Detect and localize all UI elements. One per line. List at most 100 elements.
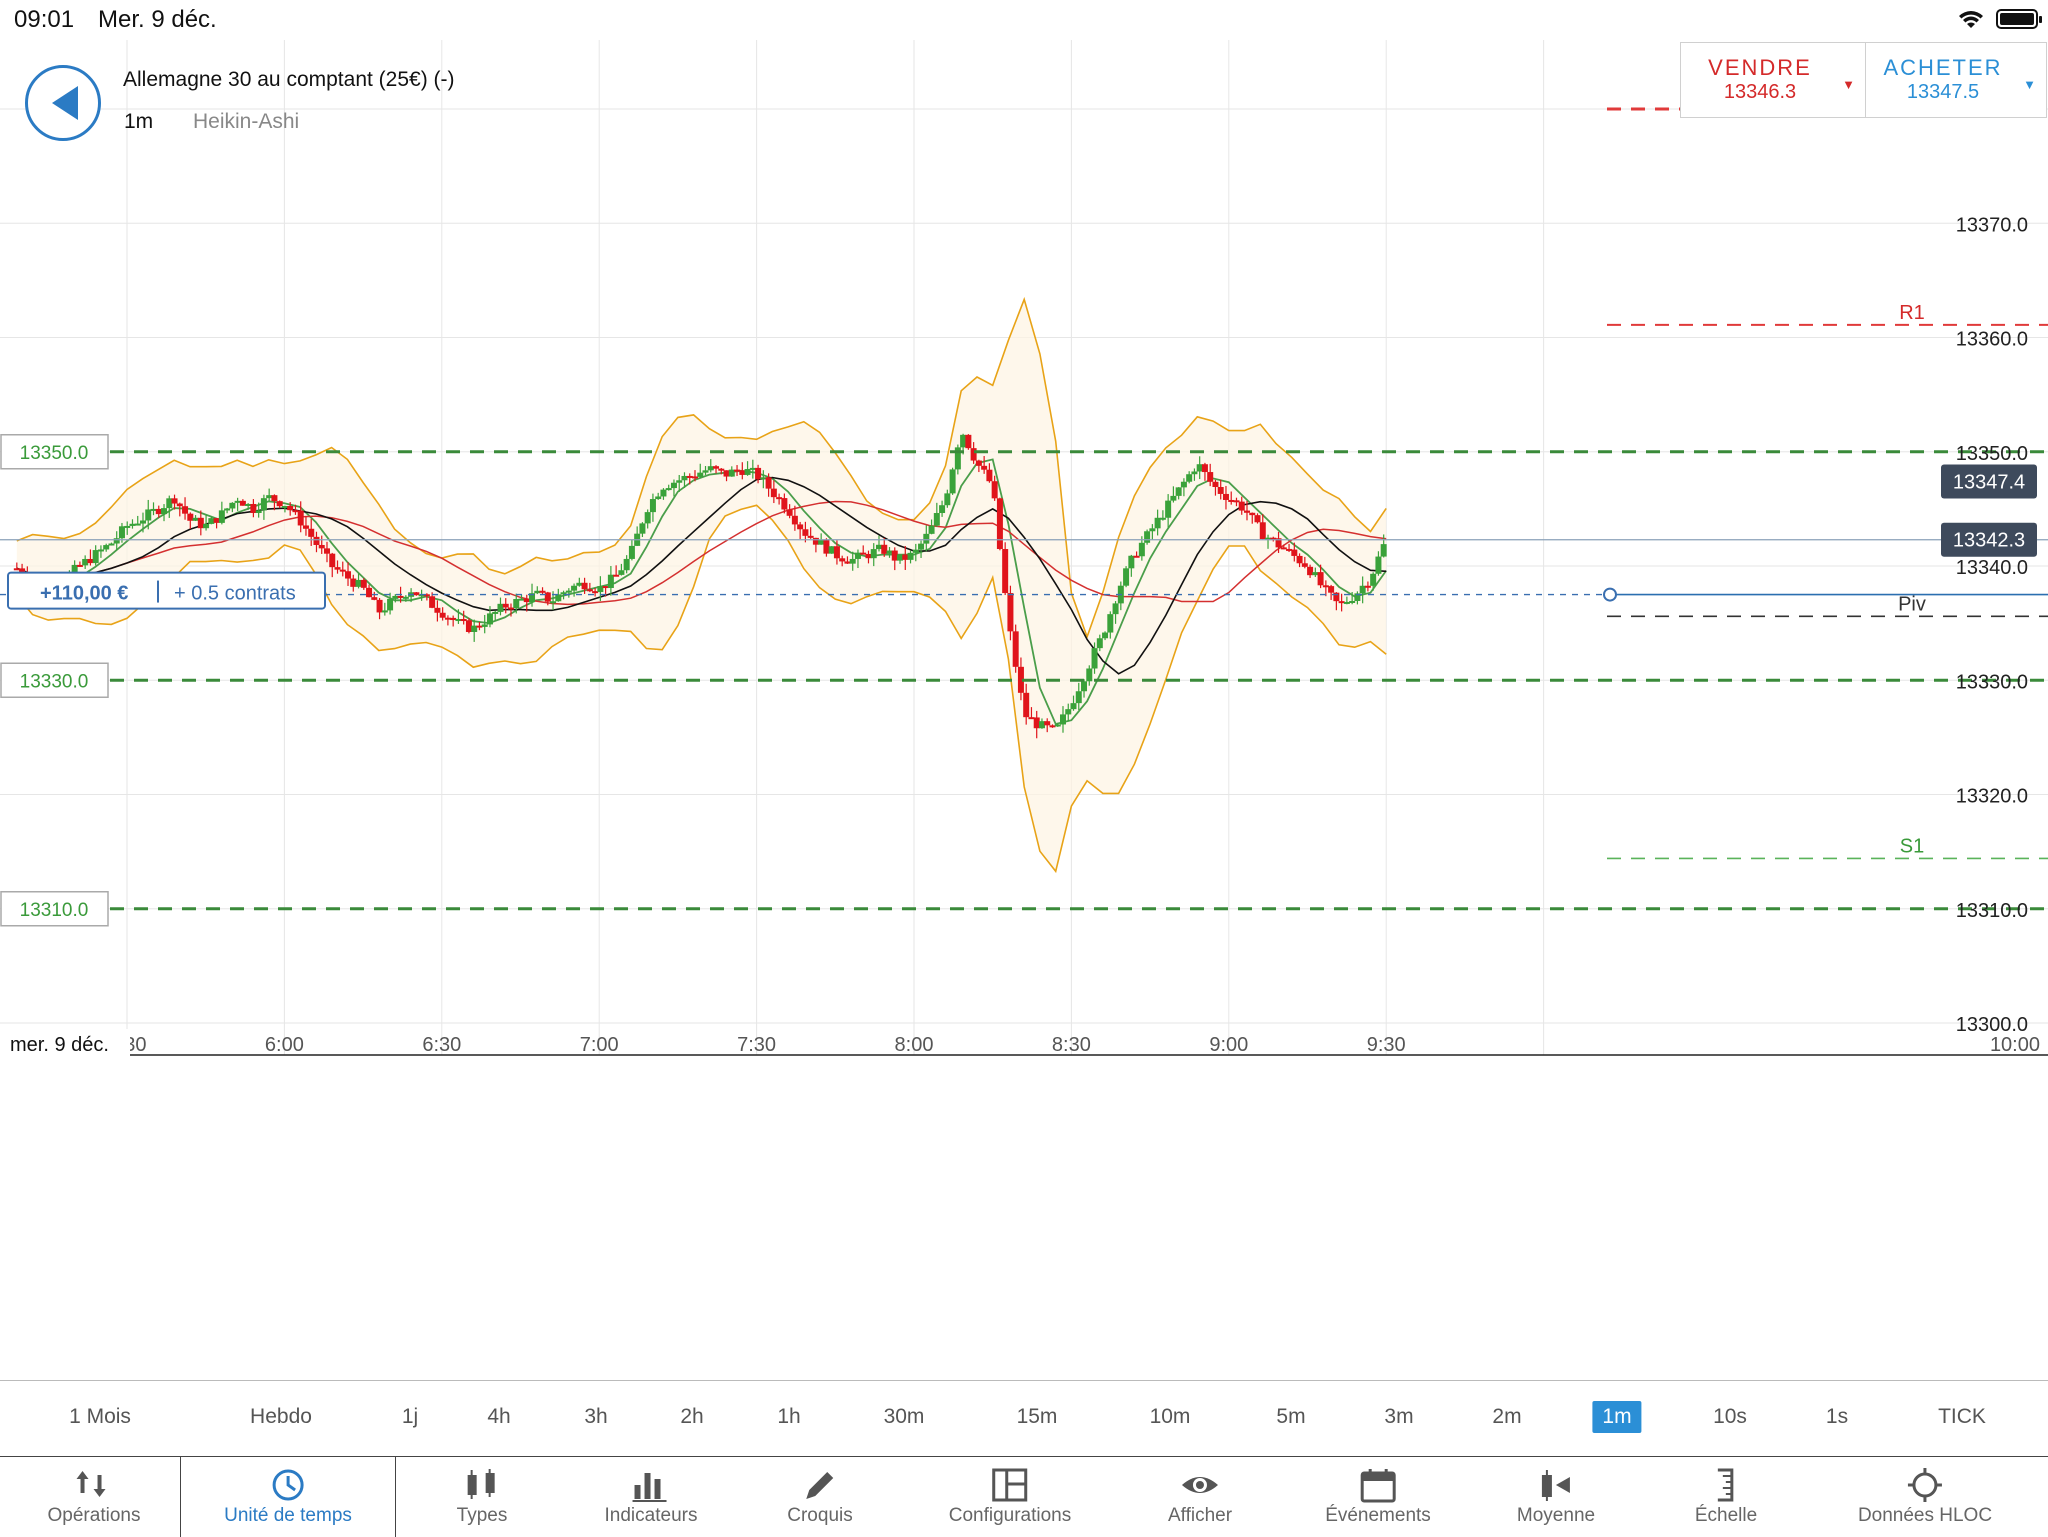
- candle-body: [497, 603, 504, 612]
- line-price-label: 13342.3: [1953, 530, 2025, 552]
- position-tag-box[interactable]: [7, 571, 326, 610]
- candle-body: [360, 579, 367, 588]
- candle-body: [1354, 593, 1361, 601]
- candle-body: [607, 574, 614, 588]
- buy-button[interactable]: ACHETER 13347.5 ▼: [1865, 42, 2047, 118]
- position-pnl: +110,00 €: [40, 583, 128, 605]
- x-tick-label: 6:30: [422, 1034, 461, 1056]
- timeframe-1j[interactable]: 1j: [401, 1405, 419, 1428]
- date-label-bg: [0, 1029, 130, 1057]
- candle-body: [76, 564, 83, 567]
- entry-marker[interactable]: [1603, 587, 1617, 602]
- candle-body: [1364, 585, 1371, 588]
- tool-label: Données HLOC: [1857, 1505, 1993, 1526]
- candle-body: [166, 498, 173, 509]
- tool-indicators[interactable]: Indicateurs: [605, 1457, 697, 1537]
- candle-body: [655, 496, 662, 500]
- tool-display[interactable]: Afficher: [1168, 1457, 1232, 1537]
- candle-body: [444, 617, 451, 620]
- tool-configurations[interactable]: Configurations: [949, 1457, 1071, 1537]
- candle-body: [1023, 692, 1030, 718]
- tool-scale[interactable]: Échelle: [1695, 1457, 1757, 1537]
- tool-sketches[interactable]: Croquis: [787, 1457, 853, 1537]
- order-level-box[interactable]: [0, 662, 109, 698]
- candle-body: [92, 550, 99, 564]
- candle-body: [907, 552, 914, 560]
- instrument-title: Allemagne 30 au comptant (25€) (-): [123, 68, 455, 91]
- timeframe-hebdo[interactable]: Hebdo: [250, 1405, 312, 1428]
- timeframe-2h[interactable]: 2h: [680, 1405, 704, 1428]
- order-level-box[interactable]: [0, 434, 109, 470]
- candle-body: [455, 619, 462, 622]
- candle-body: [539, 590, 546, 593]
- candle-body: [1338, 601, 1345, 604]
- candle-body: [1233, 500, 1240, 503]
- tool-events[interactable]: Événements: [1325, 1457, 1431, 1537]
- candle-body: [1033, 717, 1040, 729]
- candle-body: [1259, 522, 1266, 540]
- candle-body: [13, 568, 20, 571]
- timeframe-4h[interactable]: 4h: [487, 1405, 511, 1428]
- order-level-box[interactable]: [0, 891, 109, 927]
- candle-body: [576, 582, 583, 586]
- bar-chart-icon: [631, 1467, 671, 1503]
- candle-body: [1070, 703, 1077, 710]
- candle-body: [854, 552, 861, 559]
- timeframe-30m[interactable]: 30m: [883, 1405, 925, 1428]
- candle-body: [592, 591, 599, 594]
- candle-body: [770, 488, 777, 498]
- timeframe-1s[interactable]: 1s: [1825, 1405, 1849, 1428]
- order-level-label: 13310.0: [20, 900, 89, 921]
- candle-body: [492, 611, 499, 614]
- timeframe-3h[interactable]: 3h: [584, 1405, 608, 1428]
- candle-body: [670, 482, 677, 489]
- candle-body: [970, 448, 977, 461]
- order-level-label: 13350.0: [20, 443, 89, 464]
- timeframe-1h[interactable]: 1h: [777, 1405, 801, 1428]
- tool-average[interactable]: Moyenne: [1517, 1457, 1595, 1537]
- price-chart[interactable]: 13350.0 13330.0 13310.0 R1 Piv S1 13347.4 13342…: [0, 40, 2048, 1380]
- back-button[interactable]: [25, 65, 101, 141]
- candle-body: [1007, 593, 1014, 632]
- tool-operations[interactable]: Opérations: [48, 1457, 140, 1537]
- timeframe-tick[interactable]: TICK: [1938, 1405, 1986, 1428]
- candle-body: [1170, 495, 1177, 501]
- timeframe-1-mois[interactable]: 1 Mois: [69, 1405, 131, 1428]
- timeframe-5m[interactable]: 5m: [1276, 1405, 1306, 1428]
- timeframe-3m[interactable]: 3m: [1384, 1405, 1414, 1428]
- candle-body: [103, 545, 110, 550]
- ruler-icon: [1706, 1467, 1746, 1503]
- candle-body: [618, 570, 625, 575]
- candle-body: [1322, 585, 1329, 588]
- candle-body: [739, 470, 746, 475]
- sell-price: 13346.3: [1723, 81, 1797, 103]
- candle-body: [734, 469, 741, 472]
- candle-body: [649, 499, 656, 513]
- candle-body: [113, 538, 120, 544]
- candle-body: [765, 477, 772, 489]
- timeframe-1m[interactable]: 1m: [1592, 1401, 1642, 1433]
- candle-body: [108, 543, 115, 546]
- candle-body: [691, 476, 698, 479]
- position-tag[interactable]: [7, 571, 326, 610]
- chart-timeframe[interactable]: 1m: [124, 110, 154, 133]
- candle-body: [1012, 631, 1019, 667]
- buy-price: 13347.5: [1906, 81, 1980, 103]
- tool-hloc-data[interactable]: Données HLOC: [1858, 1457, 1992, 1537]
- tool-time-unit[interactable]: Unité de temps: [224, 1457, 352, 1537]
- timeframe-10s[interactable]: 10s: [1713, 1405, 1747, 1428]
- y-tick-label: 13330.0: [1956, 671, 2028, 693]
- candle-body: [187, 513, 194, 521]
- status-date: Mer. 9 déc.: [98, 6, 217, 33]
- candle-body: [197, 517, 204, 529]
- chart-type[interactable]: Heikin-Ashi: [193, 110, 300, 133]
- candle-body: [329, 553, 336, 568]
- candle-body: [1296, 555, 1303, 564]
- timeframe-2m[interactable]: 2m: [1492, 1405, 1522, 1428]
- sell-button[interactable]: VENDRE 13346.3 ▼: [1680, 42, 1866, 118]
- tool-types[interactable]: Types: [457, 1457, 507, 1537]
- candle-body: [161, 508, 168, 515]
- timeframe-15m[interactable]: 15m: [1016, 1405, 1058, 1428]
- wifi-icon: [1956, 8, 1986, 35]
- timeframe-10m[interactable]: 10m: [1149, 1405, 1191, 1428]
